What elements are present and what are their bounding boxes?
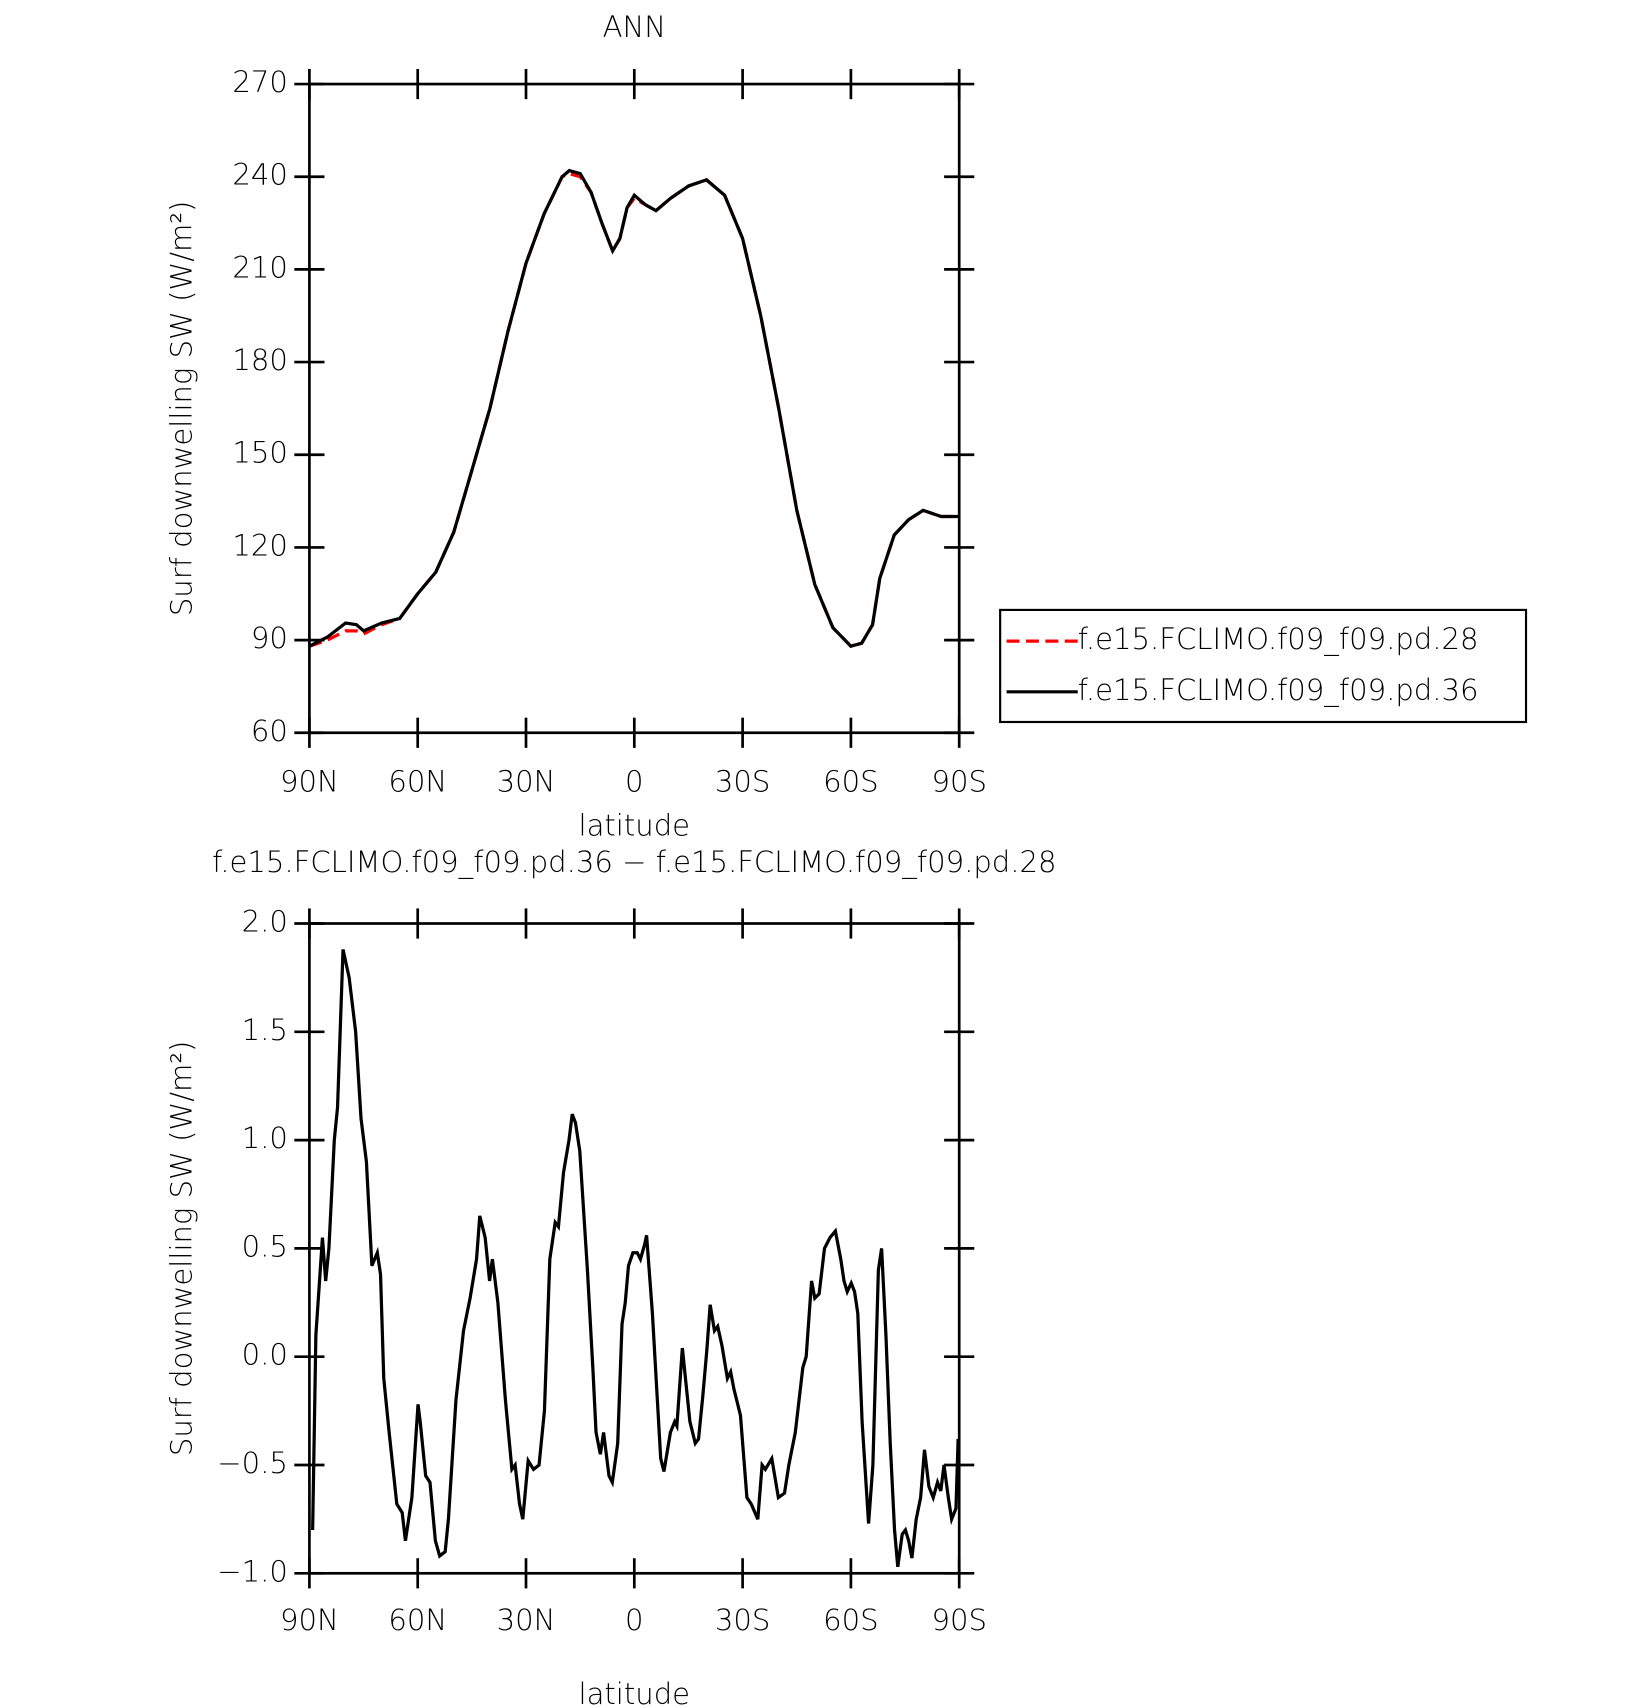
y-tick-label: 150	[232, 436, 288, 470]
x-tick-label: 30N	[497, 1603, 556, 1637]
plot-frame	[308, 922, 961, 1575]
data-line	[308, 171, 960, 649]
y-tick-label: 0.0	[242, 1338, 288, 1372]
y-tick-label: 0.5	[242, 1229, 288, 1263]
x-tick-label: 60N	[388, 1603, 447, 1637]
x-tick-label: 90N	[280, 1603, 339, 1637]
legend-box	[999, 608, 1528, 724]
y-tick-label: 2.0	[242, 905, 288, 939]
x-tick-label: 30N	[497, 764, 556, 798]
x-axis-label: latitude	[579, 1677, 691, 1708]
chart-title: ANN	[603, 10, 666, 44]
x-tick-label: 0	[625, 764, 644, 798]
x-axis-label: latitude	[579, 809, 691, 843]
x-tick-label: 60N	[388, 764, 447, 798]
x-tick-label: 90N	[280, 764, 339, 798]
x-tick-label: 60S	[823, 764, 878, 798]
y-tick-label: 1.0	[242, 1121, 288, 1155]
x-tick-label: 60S	[823, 1603, 878, 1637]
y-tick-label: 120	[232, 528, 288, 562]
legend-label: f.e15.FCLIMO.f09_f09.pd.28	[1078, 622, 1479, 657]
y-tick-label: 90	[251, 621, 288, 655]
chart-title: f.e15.FCLIMO.f09_f09.pd.36 − f.e15.FCLIM…	[212, 845, 1056, 880]
x-tick-label: 90S	[931, 764, 986, 798]
y-tick-label: 180	[232, 343, 288, 377]
y-tick-label: 210	[232, 250, 288, 284]
x-tick-label: 30S	[715, 1603, 770, 1637]
y-tick-label: 240	[232, 158, 288, 192]
y-tick-label: 270	[232, 65, 288, 99]
y-tick-label: −0.5	[217, 1446, 288, 1480]
y-axis-label: Surf downwelling SW (W/m²)	[164, 201, 198, 617]
y-tick-label: 60	[251, 714, 288, 748]
x-tick-label: 30S	[715, 764, 770, 798]
y-tick-label: 1.5	[242, 1013, 288, 1047]
y-tick-label: −1.0	[217, 1554, 288, 1588]
data-line	[308, 168, 960, 649]
data-line	[311, 949, 960, 1568]
x-tick-label: 90S	[931, 1603, 986, 1637]
legend-label: f.e15.FCLIMO.f09_f09.pd.36	[1078, 673, 1479, 708]
x-tick-label: 0	[625, 1603, 644, 1637]
y-axis-label: Surf downwelling SW (W/m²)	[164, 1041, 198, 1456]
plot-frame	[308, 82, 961, 735]
